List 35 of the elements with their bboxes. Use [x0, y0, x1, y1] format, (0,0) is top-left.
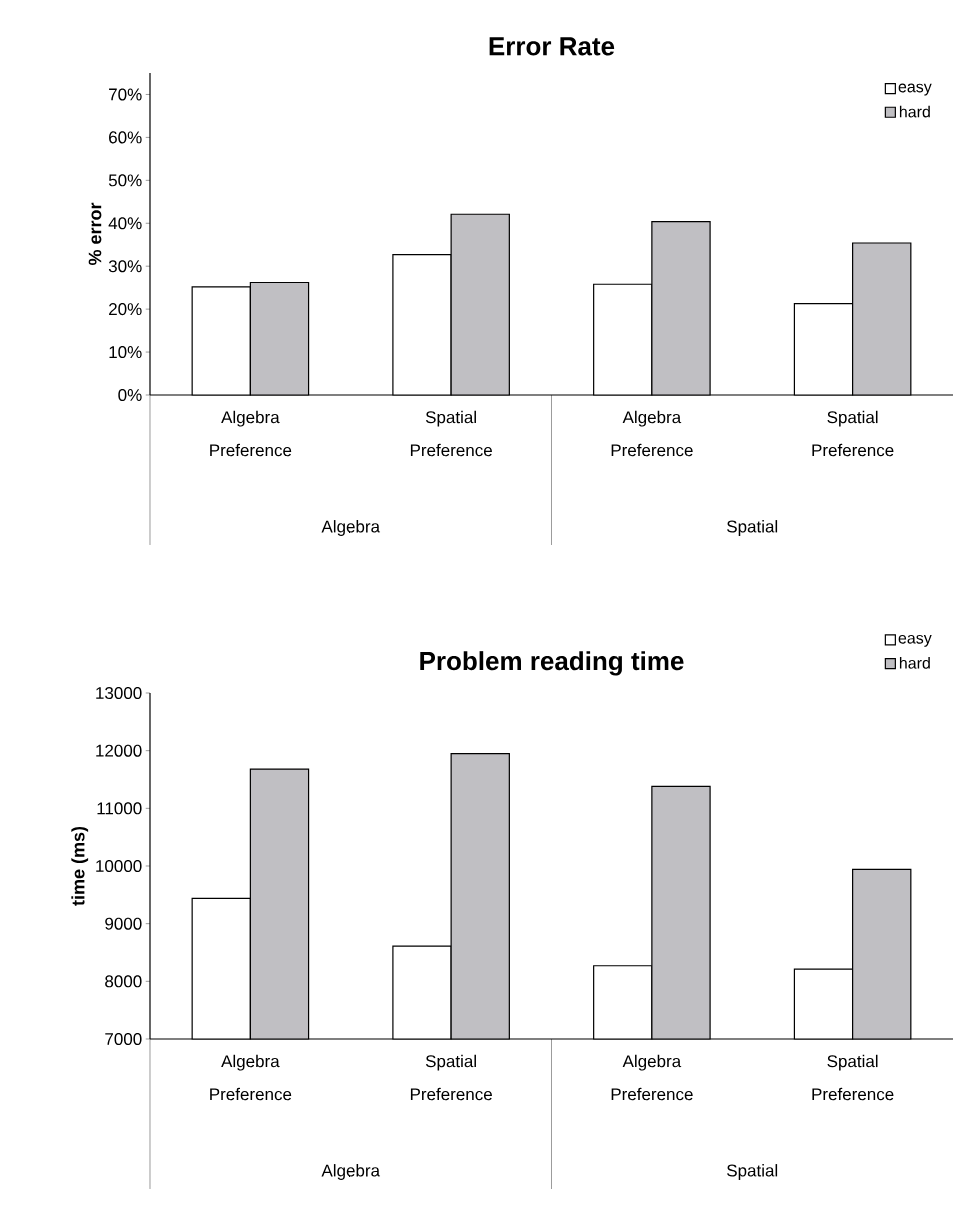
x-tick-label: Algebra Preference — [611, 410, 693, 457]
y-tick-label: 70% — [109, 88, 142, 101]
y-axis-title: % error — [88, 202, 102, 266]
x-tick-label: Spatial Preference — [812, 410, 894, 457]
y-tick-label: 11000 — [97, 802, 142, 815]
y-tick-label: 60% — [109, 131, 142, 144]
y-tick-label: 10% — [109, 346, 142, 359]
y-tick-label: 30% — [109, 260, 142, 273]
x-tick-label: Spatial Preference — [411, 410, 493, 457]
x-tick-label: Spatial Preference — [812, 1054, 894, 1101]
y-tick-label: 9000 — [105, 917, 142, 930]
y-tick-label: 13000 — [96, 686, 142, 700]
text: Algebra — [321, 1164, 381, 1180]
chart-title: Error Rate — [489, 37, 615, 56]
y-tick-label: 0% — [118, 388, 142, 402]
y-axis-title: time (ms) — [71, 826, 89, 906]
x-tick-label: Algebra Preference — [611, 1054, 693, 1101]
text: Spatial — [727, 1164, 778, 1180]
y-tick-label: 8000 — [105, 975, 142, 988]
y-tick-label: 10000 — [96, 859, 142, 873]
y-tick-label: 40% — [108, 217, 142, 230]
y-tick-label: 20% — [109, 303, 142, 316]
x-tick-label: Algebra Preference — [210, 1054, 292, 1101]
x-tick-label: Spatial Preference — [411, 1054, 493, 1101]
y-tick-label: 50% — [109, 174, 142, 187]
text: Algebra — [321, 520, 381, 536]
text: Spatial — [727, 520, 778, 536]
legend-label: easy — [898, 83, 932, 96]
y-tick-label: 12000 — [96, 744, 142, 757]
chart-title: Problem reading time — [420, 651, 684, 676]
legend-label: easy — [898, 634, 932, 647]
legend-label: hard — [900, 105, 931, 118]
legend-label: hard — [900, 656, 931, 669]
x-tick-label: Algebra Preference — [210, 410, 292, 457]
y-tick-label: 7000 — [105, 1032, 142, 1046]
